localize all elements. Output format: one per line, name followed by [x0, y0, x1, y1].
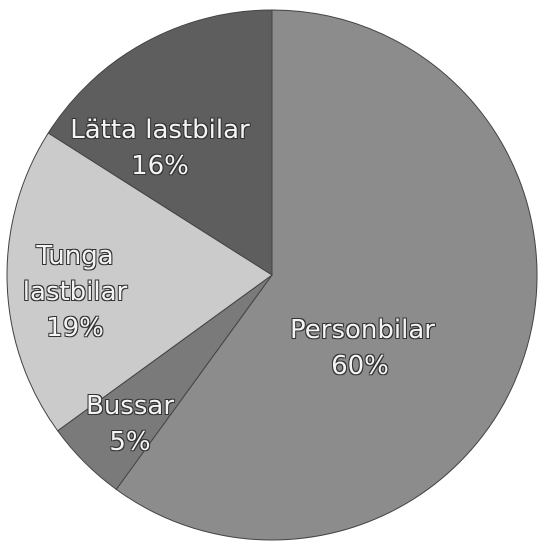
category-label: Bussar [85, 391, 175, 421]
category-label: Lätta lastbilar [70, 115, 250, 145]
slice-label: Lätta lastbilar 16% [40, 112, 280, 184]
value-label: 16% [131, 151, 189, 181]
category-label: Personbilar [290, 315, 435, 345]
value-label: 60% [331, 351, 389, 381]
slice-label: Personbilar 60% [290, 312, 435, 384]
category-label: Tunga lastbilar [22, 241, 128, 307]
slice-label: Bussar 5% [60, 388, 200, 460]
pie-slice [47, 9, 273, 276]
value-label: 5% [109, 427, 151, 457]
pie-slice [115, 9, 538, 541]
pie-slice [6, 132, 273, 432]
slice-label: Tunga lastbilar 19% [5, 238, 145, 346]
value-label: 19% [46, 313, 104, 343]
